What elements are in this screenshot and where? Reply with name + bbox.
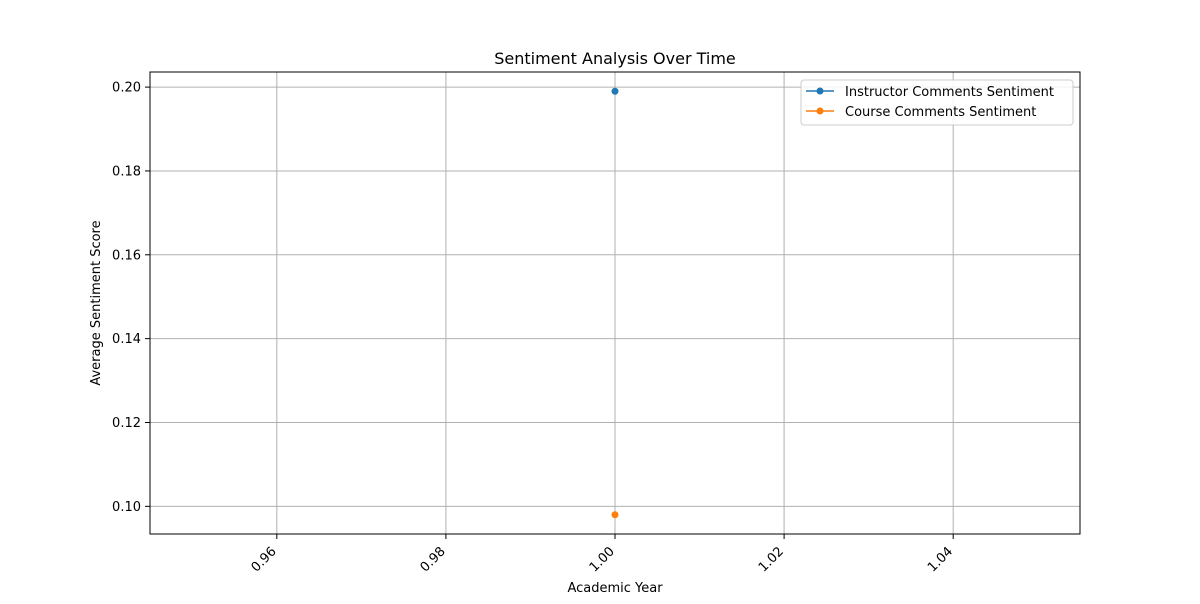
x-axis-ticks: 0.96 0.98 1.00 1.02 1.04: [249, 534, 956, 575]
x-tick-label: 1.04: [925, 544, 956, 575]
x-tick-label: 0.96: [249, 544, 280, 575]
y-tick-label: 0.14: [112, 332, 141, 347]
legend: Instructor Comments Sentiment Course Com…: [800, 79, 1074, 126]
legend-box: [800, 79, 1074, 126]
y-axis-ticks: 0.10 0.12 0.14 0.16 0.18 0.20: [112, 81, 150, 515]
y-tick-label: 0.10: [112, 500, 141, 515]
legend-label-course: Course Comments Sentiment: [845, 105, 1036, 120]
grid-lines: [150, 72, 1080, 534]
y-tick-label: 0.18: [112, 164, 141, 179]
chart-title: Sentiment Analysis Over Time: [494, 49, 736, 68]
legend-label-instructor: Instructor Comments Sentiment: [845, 85, 1054, 100]
data-point-series-1: [611, 511, 619, 519]
x-tick-label: 1.02: [756, 544, 787, 575]
legend-marker-course: [816, 107, 824, 115]
y-tick-label: 0.16: [112, 248, 141, 263]
data-point-series-0: [611, 87, 619, 95]
y-axis-label: Average Sentiment Score: [89, 220, 104, 385]
x-axis-label: Academic Year: [567, 581, 663, 596]
y-tick-label: 0.12: [112, 416, 141, 431]
y-tick-label: 0.20: [112, 81, 141, 96]
data-series: [611, 87, 619, 519]
legend-marker-instructor: [816, 87, 824, 95]
x-tick-label: 1.00: [587, 544, 618, 575]
x-tick-label: 0.98: [418, 544, 449, 575]
